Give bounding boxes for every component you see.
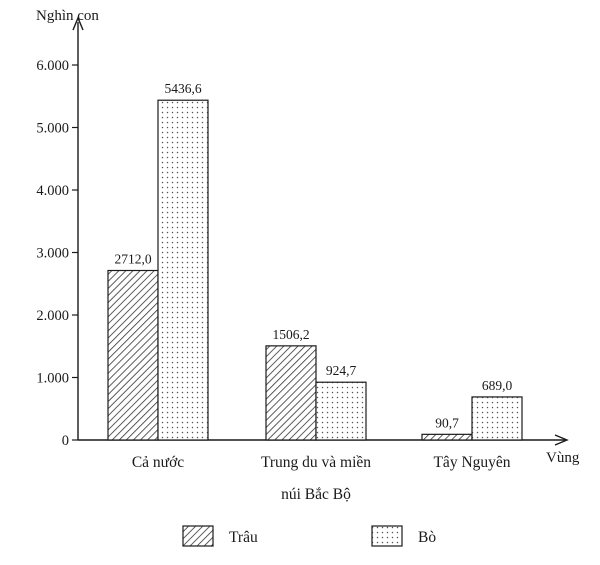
- y-tick-label: 5.000: [36, 121, 69, 137]
- data-label: 5436,6: [164, 81, 201, 96]
- y-tick-label: 1.000: [36, 371, 69, 387]
- bar-hatch: [421, 433, 473, 441]
- x-tick-label: Trung du và miền: [261, 454, 371, 471]
- y-axis-title: Nghìn con: [36, 8, 99, 24]
- data-labels: 2712,0 1506,2 90,7 5436,6 924,7 689,0: [114, 81, 512, 430]
- data-label: 1506,2: [272, 327, 309, 342]
- data-label: 90,7: [435, 415, 459, 430]
- x-tick-label: núi Bắc Bộ: [281, 486, 351, 503]
- y-tick-label: 4.000: [36, 183, 69, 199]
- x-axis-title: Vùng: [546, 450, 580, 466]
- legend: Trâu Bò: [182, 525, 436, 547]
- bar-dots: [157, 99, 209, 441]
- bar-hatch: [265, 345, 317, 441]
- bars: [107, 99, 523, 441]
- bar-dots: [471, 396, 523, 441]
- data-label: 689,0: [482, 378, 513, 393]
- legend-label: Trâu: [229, 529, 258, 546]
- legend-swatch-hatch: [182, 525, 214, 547]
- x-axis-arrow: [554, 434, 569, 446]
- data-label: 2712,0: [114, 252, 151, 267]
- legend-swatch-dots: [371, 525, 403, 547]
- bar-hatch: [107, 269, 159, 441]
- x-tick-label: Tây Nguyên: [433, 454, 510, 471]
- y-tick-label: 2.000: [36, 308, 69, 324]
- axes: Nghìn con Vùng 0 1.000 2.000 3.000 4.000 5.000 6…: [36, 8, 580, 503]
- x-tick-label: Cả nước: [132, 454, 184, 471]
- y-axis-arrow: [72, 16, 84, 31]
- y-tick-label: 0: [62, 433, 69, 449]
- legend-label: Bò: [418, 529, 436, 546]
- data-label: 924,7: [326, 363, 357, 378]
- y-tick-label: 3.000: [36, 246, 69, 262]
- bar-dots: [315, 381, 367, 441]
- y-tick-label: 6.000: [36, 58, 69, 74]
